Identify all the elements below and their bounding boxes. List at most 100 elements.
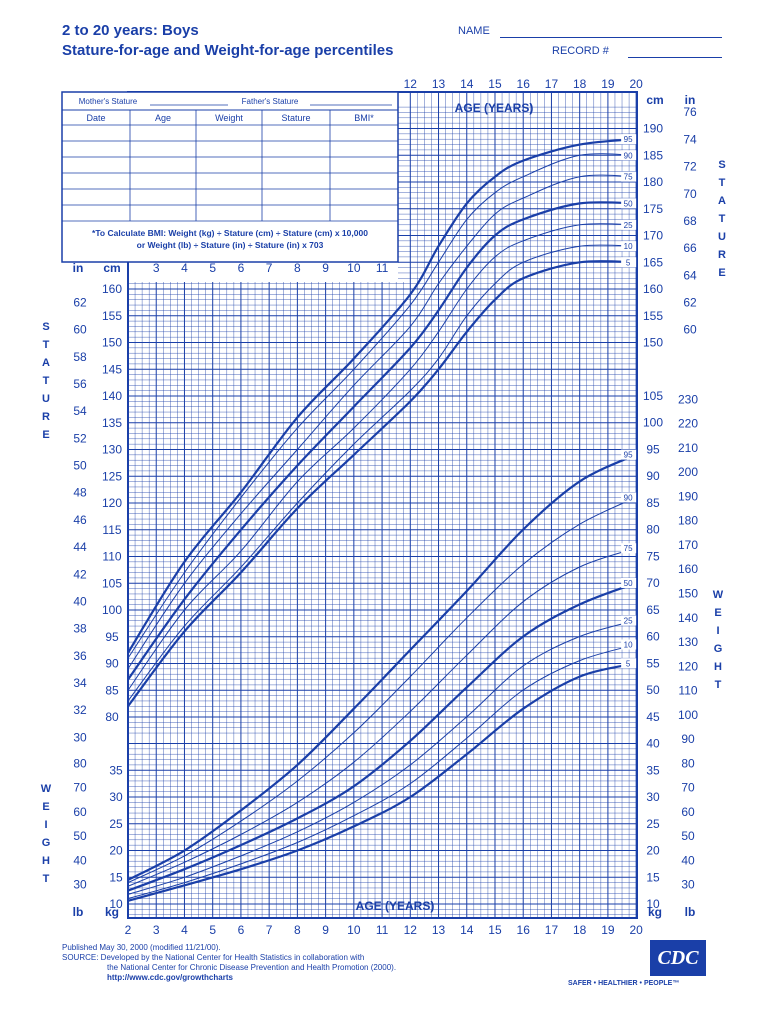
y-tick-label-cm: 180 — [643, 175, 663, 189]
weight-label-left: G — [42, 837, 51, 849]
y-tick-label-lb: 160 — [678, 562, 698, 576]
weight-label-bg — [621, 615, 637, 626]
unit-kg-left: kg — [105, 905, 119, 919]
stature-label-right: T — [719, 213, 726, 225]
x-tick-label: 18 — [573, 923, 587, 937]
y-tick-label-lb: 180 — [678, 514, 698, 528]
weight-curve-p50 — [127, 581, 637, 892]
name-field[interactable] — [500, 37, 722, 38]
stature-label-left: T — [43, 375, 50, 387]
unit-lb-left: lb — [73, 905, 84, 919]
record-field[interactable] — [628, 57, 722, 58]
y-tick-label-cm: 160 — [102, 282, 122, 296]
fathers-stature-label: Father's Stature — [242, 97, 299, 106]
y-tick-label-cm: 165 — [643, 255, 663, 269]
cdc-logo: CDC — [650, 940, 706, 976]
x-tick-label: 15 — [488, 923, 502, 937]
y-tick-label-cm: 155 — [102, 309, 122, 323]
y-tick-label-kg: 35 — [646, 763, 660, 777]
weight-label-left: T — [43, 873, 50, 885]
y-tick-label-in: 76 — [683, 105, 697, 119]
y-tick-label-lb: 70 — [681, 781, 695, 795]
weight-label-right: G — [714, 643, 723, 655]
x-tick-label: 11 — [376, 261, 389, 275]
x-tick-label: 14 — [460, 923, 474, 937]
mothers-stature-label: Mother's Stature — [79, 97, 138, 106]
y-tick-label-lb: 40 — [73, 853, 87, 867]
x-tick-label: 16 — [517, 77, 531, 91]
y-tick-label-kg: 10 — [109, 897, 123, 911]
stature-curve-p25 — [127, 223, 637, 691]
stature-percentile-label-p50: 50 — [624, 199, 633, 208]
weight-curve-p10 — [127, 644, 637, 900]
y-tick-label-in: 60 — [73, 323, 87, 337]
weight-percentile-label-p90: 90 — [624, 493, 633, 502]
y-tick-label-in: 74 — [683, 132, 697, 146]
y-tick-label-cm: 175 — [643, 202, 663, 216]
x-tick-label: 17 — [545, 923, 559, 937]
stature-percentile-label-p10: 10 — [624, 242, 633, 251]
weight-label-bg — [621, 578, 637, 588]
stature-percentile-label-p5: 5 — [626, 258, 631, 267]
weight-label-right: I — [716, 625, 719, 637]
stature-label-left: U — [42, 393, 50, 405]
y-tick-label-kg: 10 — [646, 897, 660, 911]
y-tick-label-kg: 35 — [109, 763, 123, 777]
y-tick-label-lb: 200 — [678, 465, 698, 479]
y-tick-label-cm: 115 — [102, 523, 121, 537]
x-tick-label: 10 — [347, 923, 361, 937]
y-tick-label-lb: 70 — [73, 781, 87, 795]
y-tick-label-kg: 50 — [646, 683, 660, 697]
stature-label-bg — [621, 198, 637, 209]
stature-label-left: R — [42, 411, 50, 423]
y-tick-label-in: 32 — [73, 703, 87, 717]
unit-in-right: in — [685, 93, 696, 107]
y-tick-label-lb: 150 — [678, 586, 698, 600]
y-tick-label-cm: 85 — [105, 683, 119, 697]
weight-label-bg — [621, 639, 637, 650]
y-tick-label-kg: 95 — [646, 442, 660, 456]
y-tick-label-lb: 130 — [678, 635, 698, 649]
y-tick-label-in: 36 — [73, 649, 87, 663]
bmi-note-1: *To Calculate BMI: Weight (kg) ÷ Stature… — [92, 228, 368, 238]
footer: Published May 30, 2000 (modified 11/21/0… — [62, 943, 396, 983]
stature-label-bg — [621, 219, 637, 230]
y-tick-label-cm: 150 — [102, 336, 122, 350]
x-tick-label: 12 — [404, 77, 418, 91]
y-tick-label-kg: 55 — [646, 656, 660, 670]
y-tick-label-in: 58 — [73, 350, 87, 364]
y-tick-label-kg: 75 — [646, 549, 660, 563]
y-tick-label-lb: 60 — [73, 805, 87, 819]
y-tick-label-in: 38 — [73, 622, 87, 636]
weight-percentile-label-p25: 25 — [624, 616, 633, 625]
stature-percentile-label-p25: 25 — [624, 221, 633, 230]
unit-cm-right: cm — [646, 93, 663, 107]
weight-label-bg — [621, 543, 637, 554]
y-tick-label-kg: 65 — [646, 603, 660, 617]
x-tick-label: 5 — [209, 261, 216, 275]
table-header-stature: Stature — [281, 113, 310, 123]
y-tick-label-in: 68 — [683, 214, 697, 228]
unit-cm-left: cm — [103, 261, 120, 275]
x-tick-label: 12 — [404, 923, 418, 937]
y-tick-label-in: 44 — [73, 540, 87, 554]
x-tick-label: 5 — [209, 923, 216, 937]
y-tick-label-lb: 100 — [678, 708, 698, 722]
weight-label-left: H — [42, 855, 50, 867]
weight-percentile-label-p10: 10 — [624, 641, 633, 650]
y-tick-label-lb: 50 — [73, 829, 87, 843]
x-tick-label: 9 — [322, 261, 329, 275]
x-tick-label: 2 — [125, 923, 132, 937]
y-tick-label-cm: 130 — [102, 443, 122, 457]
record-table-frame — [61, 91, 399, 263]
weight-label-right: H — [714, 661, 722, 673]
url-link[interactable]: http://www.cdc.gov/growthcharts — [107, 973, 233, 982]
unit-in-left: in — [73, 261, 84, 275]
stature-label-bg — [621, 171, 637, 182]
weight-curve-p75 — [127, 547, 637, 887]
x-tick-label: 6 — [238, 923, 245, 937]
y-tick-label-in: 64 — [683, 268, 697, 282]
stature-curve-p5 — [127, 260, 637, 707]
x-tick-label: 3 — [153, 923, 160, 937]
